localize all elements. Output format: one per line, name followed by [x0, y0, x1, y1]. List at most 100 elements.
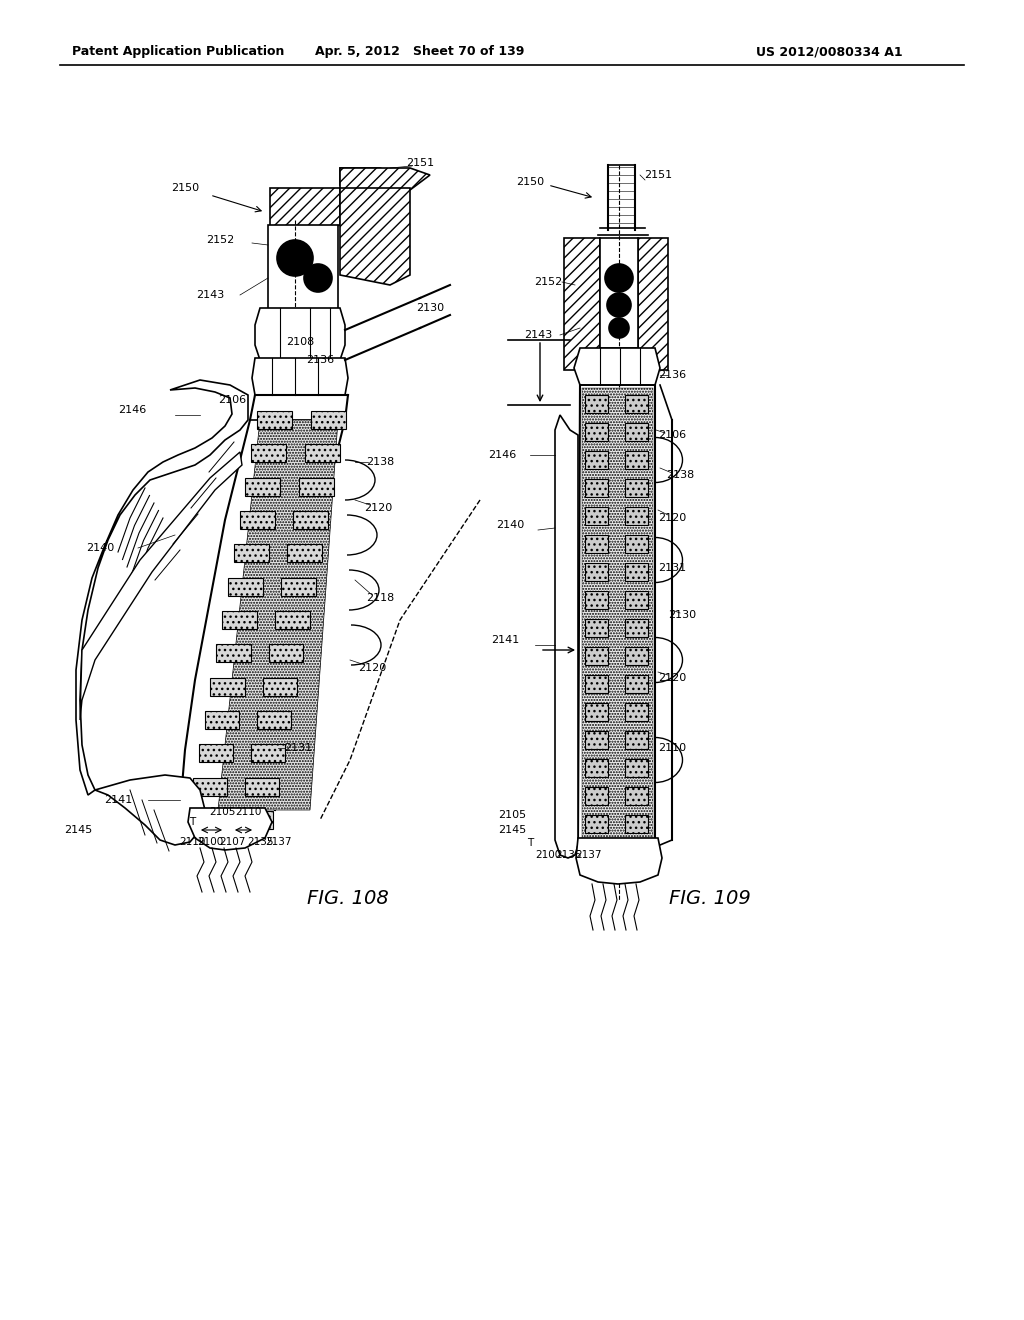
Polygon shape [625, 814, 648, 833]
Text: Patent Application Publication: Patent Application Publication [72, 45, 285, 58]
Polygon shape [555, 414, 578, 858]
Text: 2120: 2120 [357, 663, 386, 673]
Polygon shape [246, 478, 281, 496]
Polygon shape [585, 479, 608, 498]
Polygon shape [257, 711, 291, 729]
Text: 2131: 2131 [284, 743, 312, 752]
Polygon shape [564, 238, 600, 370]
Text: 2136: 2136 [658, 370, 686, 380]
Text: 2130: 2130 [416, 304, 444, 313]
Polygon shape [585, 564, 608, 581]
Polygon shape [251, 744, 285, 763]
Text: 2150: 2150 [516, 177, 544, 187]
Polygon shape [205, 711, 239, 729]
Text: 2135: 2135 [555, 850, 582, 861]
Text: 2100: 2100 [197, 837, 223, 847]
Text: 2107: 2107 [219, 837, 245, 847]
Polygon shape [625, 619, 648, 638]
Polygon shape [199, 744, 233, 763]
Polygon shape [625, 675, 648, 693]
Polygon shape [187, 810, 221, 829]
Text: 2131: 2131 [658, 564, 686, 573]
Polygon shape [585, 507, 608, 525]
Polygon shape [340, 168, 410, 185]
Text: 2110: 2110 [234, 807, 261, 817]
Polygon shape [585, 451, 608, 469]
Text: 2120: 2120 [364, 503, 392, 513]
Polygon shape [268, 224, 338, 310]
Polygon shape [310, 411, 346, 429]
Polygon shape [625, 731, 648, 748]
Polygon shape [585, 787, 608, 805]
Text: 2119: 2119 [179, 837, 205, 847]
Polygon shape [585, 422, 608, 441]
Text: 2152: 2152 [206, 235, 234, 246]
Text: 2145: 2145 [63, 825, 92, 836]
Polygon shape [585, 675, 608, 693]
Polygon shape [255, 308, 345, 360]
Polygon shape [240, 511, 274, 529]
Text: 2106: 2106 [218, 395, 246, 405]
Text: 2150: 2150 [171, 183, 199, 193]
Text: 2143: 2143 [524, 330, 552, 341]
Polygon shape [625, 395, 648, 413]
Text: T: T [188, 817, 196, 828]
Polygon shape [299, 478, 334, 496]
Text: 2130: 2130 [668, 610, 696, 620]
Polygon shape [268, 644, 303, 663]
Text: T: T [527, 838, 534, 847]
Polygon shape [582, 388, 653, 838]
Text: 2105: 2105 [209, 807, 236, 817]
Text: 2152: 2152 [534, 277, 562, 286]
Text: 2106: 2106 [658, 430, 686, 440]
Text: 2140: 2140 [86, 543, 114, 553]
Circle shape [609, 318, 629, 338]
Polygon shape [585, 704, 608, 721]
Text: 2143: 2143 [196, 290, 224, 300]
Circle shape [286, 249, 304, 267]
Text: 2135: 2135 [247, 837, 273, 847]
Polygon shape [233, 544, 268, 562]
Text: 2141: 2141 [490, 635, 519, 645]
Polygon shape [210, 677, 245, 696]
Polygon shape [245, 777, 280, 796]
Polygon shape [340, 168, 430, 190]
Polygon shape [625, 479, 648, 498]
Circle shape [304, 264, 332, 292]
Text: 2136: 2136 [306, 355, 334, 366]
Polygon shape [227, 578, 263, 595]
Polygon shape [263, 677, 297, 696]
Polygon shape [625, 787, 648, 805]
Circle shape [607, 293, 631, 317]
Polygon shape [625, 647, 648, 665]
Polygon shape [274, 611, 309, 630]
Text: 2108: 2108 [286, 337, 314, 347]
Text: 2120: 2120 [657, 513, 686, 523]
Circle shape [605, 264, 633, 292]
Polygon shape [239, 810, 273, 829]
Polygon shape [575, 838, 662, 884]
Text: 2140: 2140 [496, 520, 524, 531]
Polygon shape [585, 395, 608, 413]
Polygon shape [281, 578, 315, 595]
Polygon shape [585, 535, 608, 553]
Text: 2151: 2151 [406, 158, 434, 168]
Text: US 2012/0080334 A1: US 2012/0080334 A1 [756, 45, 902, 58]
Polygon shape [625, 451, 648, 469]
Text: 2118: 2118 [366, 593, 394, 603]
Polygon shape [600, 238, 638, 348]
Text: 2100: 2100 [535, 850, 561, 861]
Polygon shape [585, 619, 608, 638]
Circle shape [278, 240, 313, 276]
Polygon shape [251, 445, 287, 462]
Polygon shape [216, 644, 251, 663]
Text: FIG. 109: FIG. 109 [669, 888, 751, 908]
Text: FIG. 108: FIG. 108 [307, 888, 389, 908]
Polygon shape [222, 611, 257, 630]
Polygon shape [340, 187, 410, 285]
Text: 2138: 2138 [666, 470, 694, 480]
Polygon shape [80, 451, 242, 719]
Text: 2105: 2105 [498, 810, 526, 820]
Text: 2146: 2146 [118, 405, 146, 414]
Text: 2120: 2120 [657, 673, 686, 682]
